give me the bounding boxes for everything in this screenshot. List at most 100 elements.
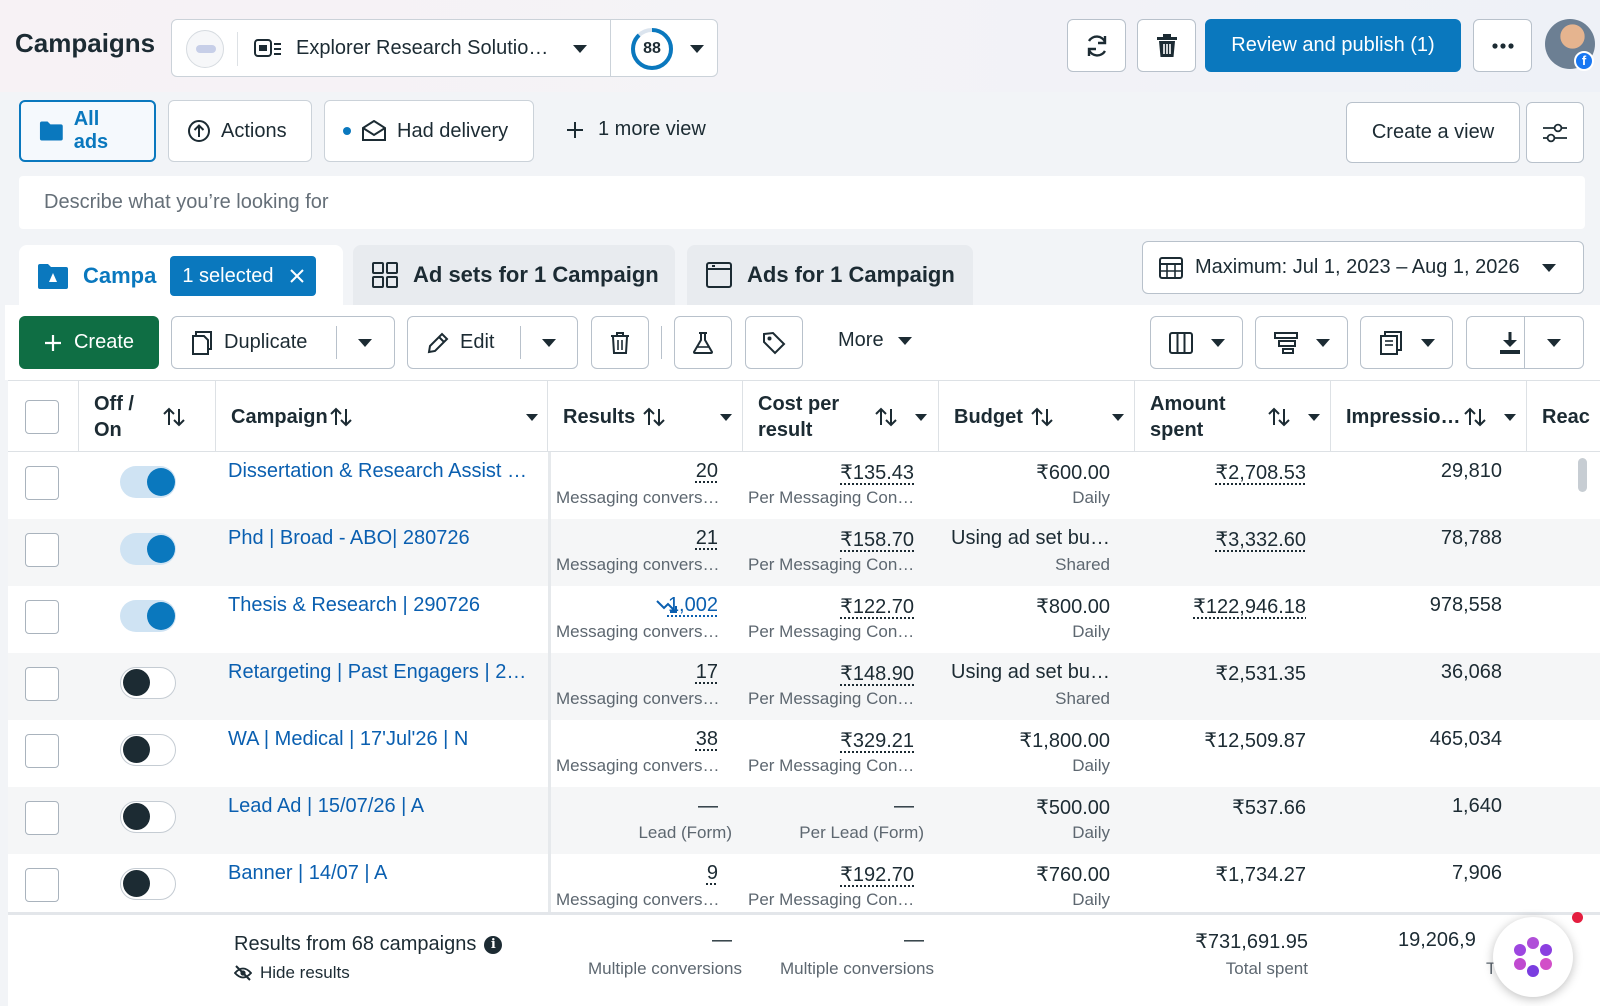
cost-value[interactable]: ₹148.90 [840,661,914,686]
cost-number[interactable]: ₹148.90 [840,663,914,685]
vertical-scrollbar[interactable] [1578,458,1587,492]
create-button[interactable]: Create [19,316,159,369]
refresh-button[interactable] [1067,19,1126,72]
column-header-cost-per-result[interactable]: Cost per result [743,381,939,452]
row-checkbox[interactable] [25,600,59,634]
results-value[interactable]: 21 [696,527,718,550]
amount-spent-value[interactable]: ₹3,332.60 [1215,527,1306,552]
sort-icon[interactable] [643,407,665,427]
export-button[interactable] [1466,316,1584,369]
chevron-down-icon[interactable] [1504,413,1516,422]
campaign-name-link[interactable]: Retargeting | Past Engagers | 2… [228,661,527,683]
results-value[interactable]: 17 [696,661,718,684]
chevron-down-icon[interactable] [1547,338,1561,348]
row-checkbox[interactable] [25,801,59,835]
results-value[interactable]: 1,002 [668,594,718,617]
cost-value[interactable]: ₹329.21 [840,728,914,753]
budget-value[interactable]: ₹600.00 [1036,462,1110,484]
discard-button[interactable] [1137,19,1196,72]
sort-icon[interactable] [1464,407,1486,427]
chevron-down-icon[interactable] [1112,413,1124,422]
budget-value[interactable]: Using ad set bu… [951,527,1110,549]
cost-value[interactable]: ₹122.70 [840,594,914,619]
amount-spent-number[interactable]: ₹2,708.53 [1215,462,1306,484]
cost-number[interactable]: ₹122.70 [840,596,914,618]
column-header-campaign[interactable]: Campaign [216,381,548,452]
budget-value[interactable]: ₹500.00 [1036,797,1110,819]
view-tab-all-ads[interactable]: All ads [19,100,156,162]
reports-button[interactable] [1360,316,1453,369]
view-tab-had-delivery[interactable]: Had delivery [324,100,534,162]
amount-spent-value[interactable]: ₹2,708.53 [1215,460,1306,485]
table-row[interactable]: WA | Medical | 17'Jul'26 | N 38 Messagin… [8,720,1600,787]
results-number[interactable]: 9 [706,862,718,884]
results-value[interactable]: 9 [707,862,718,885]
results-number[interactable]: 21 [695,527,718,549]
table-row[interactable]: Banner | 14/07 | A 9 Messaging convers… … [8,854,1600,921]
results-number[interactable]: 38 [695,728,718,750]
row-checkbox[interactable] [25,533,59,567]
sort-icon[interactable] [330,407,352,427]
results-number[interactable]: 20 [695,460,718,482]
campaign-name-link[interactable]: Lead Ad | 15/07/26 | A [228,795,425,817]
account-selector[interactable]: Explorer Research Solutio… [171,19,611,77]
create-view-button[interactable]: Create a view [1346,102,1520,163]
ab-test-button[interactable] [674,316,732,369]
column-header-amount-spent[interactable]: Amount spent [1135,381,1331,452]
sort-icon[interactable] [1031,407,1053,427]
campaign-name-link[interactable]: Thesis & Research | 290726 [228,594,481,616]
cost-value[interactable]: ₹135.43 [840,460,914,485]
column-header-budget[interactable]: Budget [939,381,1135,452]
table-row[interactable]: Retargeting | Past Engagers | 2… 17 Mess… [8,653,1600,720]
more-views-button[interactable]: 1 more view [566,118,706,141]
campaign-name-link[interactable]: Dissertation & Research Assist … [228,460,527,482]
amount-spent-number[interactable]: ₹3,332.60 [1215,529,1306,551]
row-checkbox[interactable] [25,734,59,768]
budget-value[interactable]: Using ad set bu… [951,661,1110,683]
view-settings-button[interactable] [1526,102,1584,163]
campaign-toggle[interactable] [120,533,176,565]
campaign-toggle[interactable] [120,600,176,632]
duplicate-button[interactable]: Duplicate [171,316,395,369]
row-checkbox[interactable] [25,667,59,701]
campaign-name-link[interactable]: WA | Medical | 17'Jul'26 | N [228,728,469,750]
select-all-checkbox[interactable] [25,399,59,434]
chevron-down-icon[interactable] [1308,413,1320,422]
column-header-results[interactable]: Results [548,381,743,452]
row-checkbox[interactable] [25,466,59,500]
table-row[interactable]: Dissertation & Research Assist … 20 Mess… [8,452,1600,519]
chevron-down-icon[interactable] [358,338,372,348]
delete-button[interactable] [591,316,649,369]
opportunity-score-button[interactable]: 88 [610,19,718,77]
campaign-name-link[interactable]: Banner | 14/07 | A [228,862,388,884]
column-header-reach[interactable]: Reac [1527,381,1600,452]
table-row[interactable]: Lead Ad | 15/07/26 | A — Lead (Form) — P… [8,787,1600,854]
sort-icon[interactable] [1268,407,1290,427]
review-publish-button[interactable]: Review and publish (1) [1205,19,1461,72]
info-icon[interactable]: i [484,935,503,954]
tab-ad-sets[interactable]: Ad sets for 1 Campaign [353,245,675,305]
hide-results-button[interactable]: Hide results [234,963,350,983]
cost-number[interactable]: ₹192.70 [840,864,914,886]
chevron-down-icon[interactable] [542,338,556,348]
ai-assistant-button[interactable] [1493,917,1573,997]
row-checkbox[interactable] [25,868,59,902]
more-options-button[interactable] [1473,19,1532,72]
column-header-impressions[interactable]: Impressio… [1331,381,1527,452]
budget-value[interactable]: ₹1,800.00 [1019,730,1110,752]
chevron-down-icon[interactable] [915,413,927,422]
chevron-down-icon[interactable] [720,413,732,422]
amount-spent-number[interactable]: ₹122,946.18 [1193,596,1306,618]
table-row[interactable]: Phd | Broad - ABO| 280726 21 Messaging c… [8,519,1600,586]
selected-pill[interactable]: 1 selected [170,256,316,296]
sort-icon[interactable] [163,407,185,427]
results-value[interactable]: 38 [696,728,718,751]
campaign-toggle[interactable] [120,868,176,900]
column-header-off-on[interactable]: Off / On [79,381,216,452]
cost-value[interactable]: ₹158.70 [840,527,914,552]
campaign-name-link[interactable]: Phd | Broad - ABO| 280726 [228,527,470,549]
date-range-picker[interactable]: Maximum: Jul 1, 2023 – Aug 1, 2026 [1142,241,1584,294]
table-row[interactable]: Thesis & Research | 290726 1,002 Messagi… [8,586,1600,653]
tab-campaigns[interactable]: Campa 1 selected [19,245,343,307]
cost-value[interactable]: ₹192.70 [840,862,914,887]
